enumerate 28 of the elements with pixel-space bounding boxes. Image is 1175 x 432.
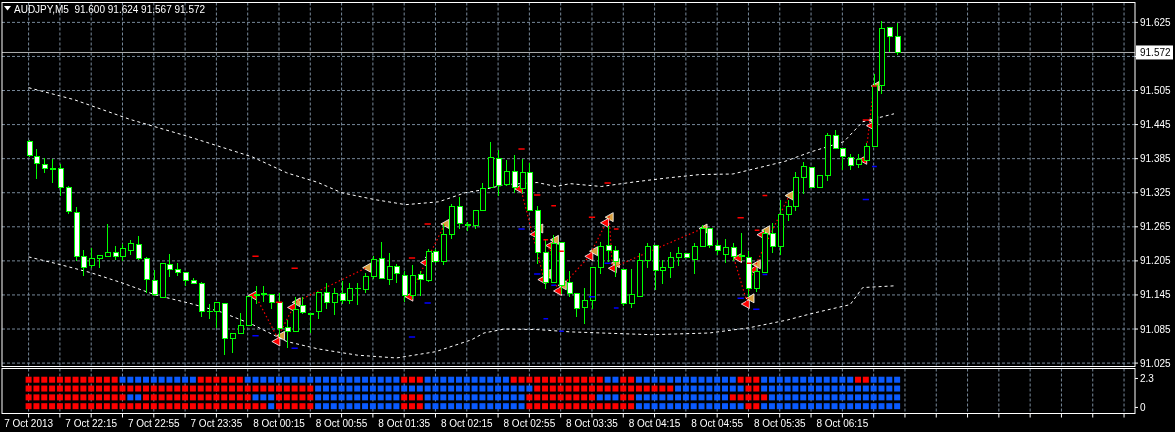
y-tick-label: 91.625 — [1140, 16, 1172, 28]
x-tick-label: 7 Oct 22:55 — [127, 418, 181, 429]
y-tick-label: 91.505 — [1140, 85, 1172, 97]
x-tick-label: 8 Oct 03:35 — [566, 418, 619, 429]
y-tick-label: 91.445 — [1140, 119, 1172, 131]
x-tick-label: 8 Oct 02:15 — [440, 418, 494, 429]
x-tick-label: 8 Oct 00:15 — [253, 418, 306, 429]
x-tick-label: 8 Oct 02:55 — [503, 418, 556, 429]
y-tick-label: 91.325 — [1140, 187, 1172, 199]
y-tick-label: 2.3 — [1140, 372, 1155, 384]
x-tick-label: 8 Oct 04:15 — [628, 418, 681, 429]
ref-line-label: 91.572 — [1140, 46, 1172, 58]
y-tick-label: 91.085 — [1140, 323, 1172, 335]
y-tick-label: 91.025 — [1140, 357, 1172, 369]
x-tick-label: 8 Oct 00:55 — [315, 418, 368, 429]
y-tick-label: 91.385 — [1140, 153, 1172, 165]
y-tick-label: 91.145 — [1140, 289, 1172, 301]
x-tick-label: 7 Oct 2013 — [4, 418, 54, 429]
y-tick-label: 91.265 — [1140, 221, 1172, 233]
x-tick-label: 7 Oct 23:35 — [190, 418, 243, 429]
x-tick-label: 8 Oct 05:35 — [753, 418, 807, 429]
x-tick-label: 8 Oct 01:35 — [378, 418, 431, 429]
x-tick-label: 7 Oct 22:15 — [65, 418, 118, 429]
chart-title: AUDJPY,M5 91.600 91.624 91.567 91.572 — [14, 3, 206, 15]
x-tick-label: 8 Oct 06:15 — [816, 418, 869, 429]
y-tick-label: 91.205 — [1140, 255, 1172, 267]
x-tick-label: 8 Oct 04:55 — [691, 418, 744, 429]
y-tick-label: 0 — [1140, 401, 1146, 413]
